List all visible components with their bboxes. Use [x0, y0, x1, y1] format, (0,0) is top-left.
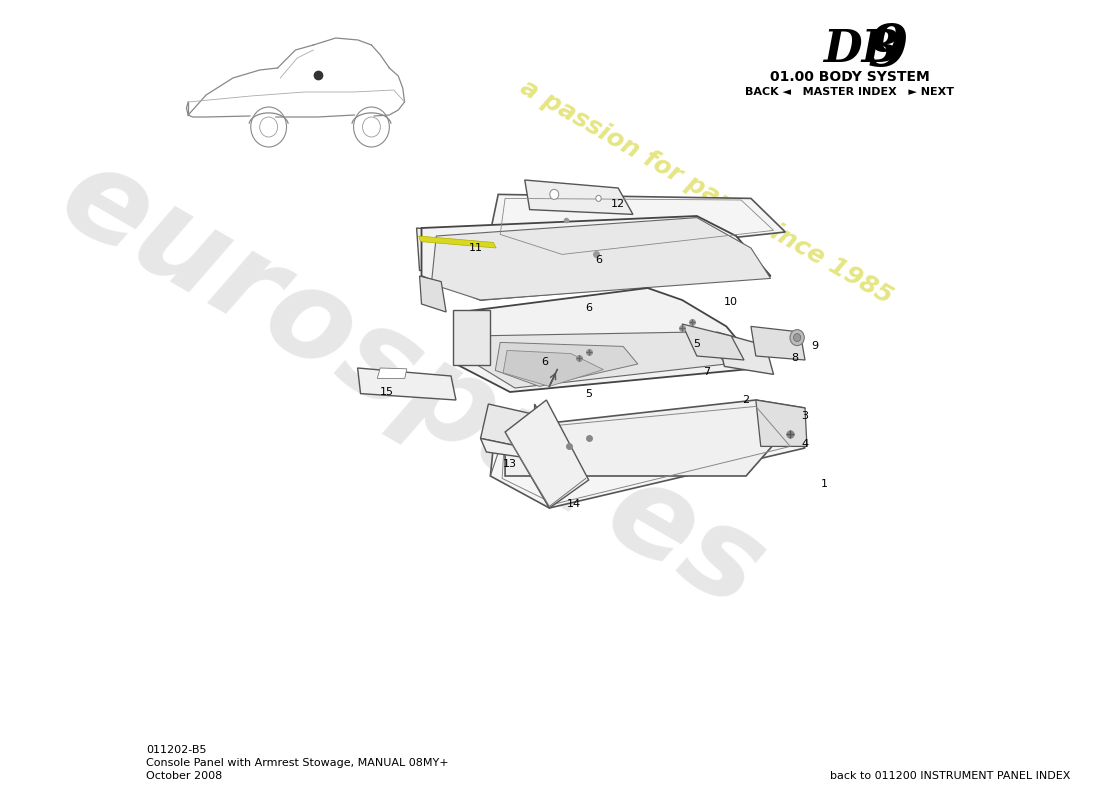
Polygon shape — [455, 288, 761, 392]
Polygon shape — [751, 326, 805, 360]
Text: 12: 12 — [612, 199, 625, 209]
Circle shape — [596, 195, 602, 202]
Text: 011202-B5: 011202-B5 — [146, 745, 207, 755]
Text: 9: 9 — [868, 22, 909, 78]
Text: 6: 6 — [541, 357, 548, 366]
Polygon shape — [431, 218, 771, 300]
Polygon shape — [377, 368, 407, 378]
Text: 4: 4 — [802, 439, 808, 449]
Polygon shape — [505, 400, 588, 508]
Text: a passion for parts since 1985: a passion for parts since 1985 — [516, 75, 896, 309]
Circle shape — [550, 190, 559, 199]
Text: 10: 10 — [724, 298, 738, 307]
Polygon shape — [481, 438, 541, 460]
Polygon shape — [491, 194, 785, 256]
Polygon shape — [525, 180, 632, 214]
Text: BACK ◄   MASTER INDEX   ► NEXT: BACK ◄ MASTER INDEX ► NEXT — [745, 87, 954, 97]
Polygon shape — [453, 310, 491, 365]
Text: 7: 7 — [703, 367, 711, 377]
Text: DB: DB — [823, 28, 899, 71]
Text: 9: 9 — [812, 341, 818, 350]
Circle shape — [790, 330, 804, 346]
Polygon shape — [481, 404, 541, 450]
Text: back to 011200 INSTRUMENT PANEL INDEX: back to 011200 INSTRUMENT PANEL INDEX — [830, 771, 1070, 781]
Text: Console Panel with Armrest Stowage, MANUAL 08MY+: Console Panel with Armrest Stowage, MANU… — [146, 758, 449, 768]
Polygon shape — [471, 332, 726, 388]
Polygon shape — [421, 216, 771, 300]
Text: October 2008: October 2008 — [146, 771, 222, 781]
Text: 6: 6 — [595, 255, 602, 265]
Text: 1: 1 — [822, 479, 828, 489]
Polygon shape — [495, 342, 638, 386]
Polygon shape — [716, 332, 773, 374]
Text: 15: 15 — [381, 387, 394, 397]
Text: 14: 14 — [566, 499, 581, 509]
Polygon shape — [682, 324, 744, 360]
Circle shape — [793, 334, 801, 342]
Polygon shape — [535, 404, 541, 460]
Text: 01.00 BODY SYSTEM: 01.00 BODY SYSTEM — [770, 70, 930, 84]
Text: 8: 8 — [792, 353, 799, 362]
Polygon shape — [503, 350, 604, 386]
Polygon shape — [358, 368, 455, 400]
Polygon shape — [756, 400, 807, 446]
Text: eurospares: eurospares — [40, 134, 784, 634]
Polygon shape — [491, 404, 805, 508]
Polygon shape — [417, 228, 500, 276]
Text: 2: 2 — [742, 395, 749, 405]
Text: 5: 5 — [585, 389, 592, 398]
Text: 11: 11 — [469, 243, 483, 253]
Polygon shape — [419, 276, 447, 312]
Text: 6: 6 — [585, 303, 592, 313]
Text: 5: 5 — [693, 339, 701, 349]
Text: 3: 3 — [802, 411, 808, 421]
Polygon shape — [419, 236, 496, 248]
Polygon shape — [505, 400, 805, 476]
Text: 13: 13 — [503, 459, 517, 469]
